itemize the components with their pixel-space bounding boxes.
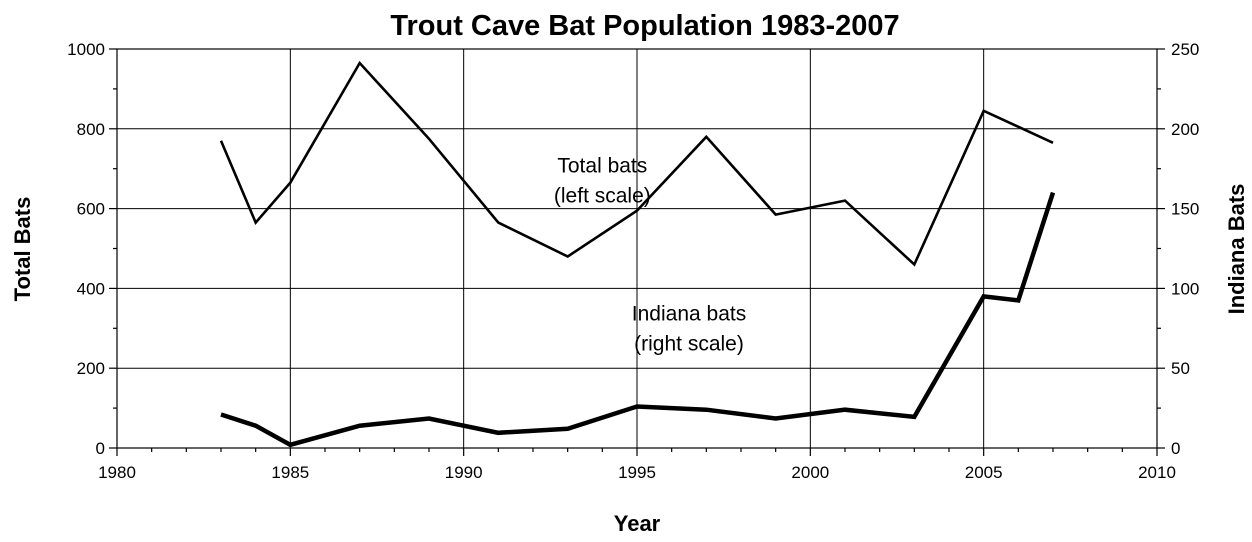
x-tick-label: 2005 (965, 463, 1003, 482)
gridlines (117, 49, 1157, 448)
y-left-tick-label: 800 (77, 120, 105, 139)
y-left-tick-label: 200 (77, 359, 105, 378)
annotation-line: (right scale) (634, 332, 744, 355)
x-tick-label: 1985 (271, 463, 309, 482)
x-tick-label: 2010 (1138, 463, 1176, 482)
y-right-axis-title: Indiana Bats (1224, 184, 1249, 315)
annotations: Total bats (left scale) Indiana bats (right… (554, 155, 746, 356)
x-tick-label: 1980 (98, 463, 136, 482)
y-right-tick-label: 200 (1171, 120, 1199, 139)
y-right-tick-label: 100 (1171, 279, 1199, 298)
y-left-axis-title: Total Bats (10, 197, 35, 302)
annotation-line: (left scale) (554, 185, 651, 208)
x-tick-label: 1990 (445, 463, 483, 482)
total-bats-line (219, 60, 1054, 267)
indiana-bats-line (220, 191, 1056, 448)
y-right-tick-label: 250 (1171, 40, 1199, 59)
annotation-line: Total bats (557, 155, 647, 178)
data-series (219, 60, 1056, 448)
x-tick-label: 1995 (618, 463, 656, 482)
y-left-tick-label: 1000 (67, 40, 105, 59)
y-right-tick-label: 0 (1171, 439, 1180, 458)
x-axis-title: Year (614, 511, 661, 536)
y-left-tick-label: 600 (77, 200, 105, 219)
annotation-line: Indiana bats (632, 302, 746, 325)
x-tick-label: 2000 (791, 463, 829, 482)
y-right-tick-label: 150 (1171, 200, 1199, 219)
chart-title: Trout Cave Bat Population 1983-2007 (390, 10, 899, 42)
y-left-tick-label: 0 (96, 439, 105, 458)
axis-ticks: 1980 1985 1990 1995 2000 2005 2010020040060080… (67, 40, 1199, 482)
y-right-tick-label: 50 (1171, 359, 1190, 378)
y-left-tick-label: 400 (77, 279, 105, 298)
